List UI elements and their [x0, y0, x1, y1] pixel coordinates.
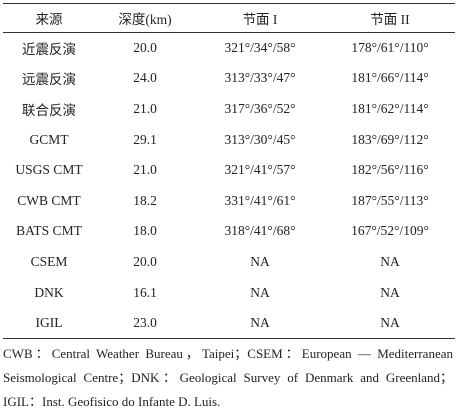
table-cell: 29.1: [133, 131, 157, 147]
data-table: 来源 深度(km) 节面 I 节面 II 近震反演 20.0 321°/34°/58° 17…: [3, 3, 455, 339]
table-cell: NA: [250, 314, 270, 330]
table-cell: 178°/61°/110°: [351, 40, 429, 56]
table-row: CWB CMT 18.2 331°/41°/61° 187°/55°/113°: [3, 185, 455, 216]
table-cell: 318°/41°/68°: [224, 223, 296, 239]
table-cell: NA: [380, 253, 400, 269]
footnote: CWB：Central Weather Bureau，Taipei；CSEM：E…: [3, 346, 453, 409]
table-cell: 23.0: [133, 314, 157, 330]
column-header: 节面 I: [242, 12, 278, 27]
table-cell: USGS CMT: [15, 162, 83, 178]
table-cell: 18.2: [133, 192, 157, 208]
table-cell: 331°/41°/61°: [224, 192, 296, 208]
table-header: 来源 深度(km) 节面 I 节面 II: [3, 3, 455, 33]
table-cell: 16.1: [133, 284, 157, 300]
table-cell: 18.0: [133, 223, 157, 239]
table-cell: NA: [250, 284, 270, 300]
table-cell: BATS CMT: [16, 223, 82, 239]
table-row: 远震反演 24.0 313°/33°/47° 181°/66°/114°: [3, 63, 455, 94]
table-cell: CWB CMT: [17, 192, 81, 208]
table-cell: 24.0: [133, 70, 157, 86]
column-header: 深度(km): [118, 12, 172, 27]
table-row: CSEM 20.0 NA NA: [3, 247, 455, 278]
table-cell: 321°/34°/58°: [224, 40, 296, 56]
table-body: 近震反演 20.0 321°/34°/58° 178°/61°/110° 远震反演 24.…: [3, 33, 455, 339]
table-row: 近震反演 20.0 321°/34°/58° 178°/61°/110°: [3, 33, 455, 64]
table-cell: 20.0: [133, 40, 157, 56]
header-row: 来源 深度(km) 节面 I 节面 II: [3, 3, 455, 33]
table-cell: 21.0: [133, 162, 157, 178]
table-cell: 181°/66°/114°: [351, 70, 429, 86]
table-row: DNK 16.1 NA NA: [3, 277, 455, 308]
table-cell: 182°/56°/116°: [351, 162, 429, 178]
table-cell: 187°/55°/113°: [351, 192, 429, 208]
table-cell: CSEM: [30, 253, 68, 269]
table-row: BATS CMT 18.0 318°/41°/68° 167°/52°/109°: [3, 216, 455, 247]
table-row: USGS CMT 21.0 321°/41°/57° 182°/56°/116°: [3, 155, 455, 186]
table-cell: NA: [250, 253, 270, 269]
table-cell: 21.0: [133, 100, 157, 116]
table-cell: IGIL: [35, 314, 63, 330]
table-cell: 183°/69°/112°: [351, 131, 429, 147]
table-cell: DNK: [34, 284, 64, 300]
table-cell: 321°/41°/57°: [224, 162, 296, 178]
table-cell: 313°/30°/45°: [224, 131, 296, 147]
table-cell: NA: [380, 314, 400, 330]
table-cell: 317°/36°/52°: [224, 100, 296, 116]
table-cell: 联合反演: [22, 102, 76, 118]
table-cell: 远震反演: [22, 72, 76, 88]
column-header: 节面 II: [370, 12, 410, 27]
table-cell: GCMT: [29, 131, 69, 147]
table-cell: NA: [380, 284, 400, 300]
table-cell: 313°/33°/47°: [224, 70, 296, 86]
table-cell: 167°/52°/109°: [351, 223, 429, 239]
table-row: IGIL 23.0 NA NA: [3, 308, 455, 339]
column-header: 来源: [35, 12, 63, 27]
table-row: GCMT 29.1 313°/30°/45° 183°/69°/112°: [3, 124, 455, 155]
table-cell: 20.0: [133, 253, 157, 269]
table-row: 联合反演 21.0 317°/36°/52° 181°/62°/114°: [3, 94, 455, 125]
table-cell: 近震反演: [22, 42, 76, 58]
table-cell: 181°/62°/114°: [351, 100, 429, 116]
